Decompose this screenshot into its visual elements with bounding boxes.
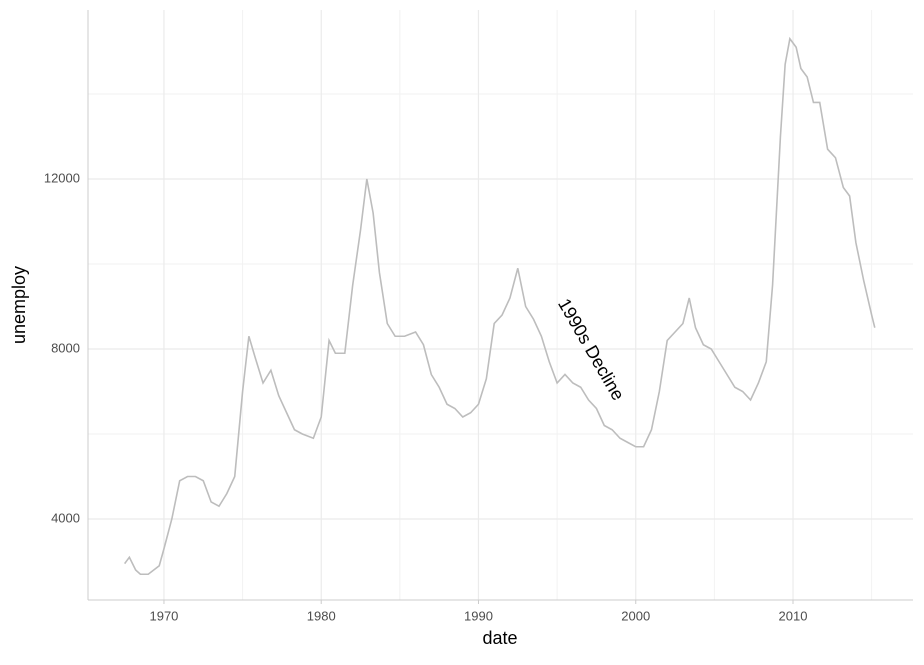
y-axis-label: unemploy [9,266,29,344]
x-axis-label: date [482,628,517,648]
x-tick-label: 1970 [149,608,178,623]
y-tick-label: 8000 [51,340,80,355]
x-tick-label: 2010 [779,608,808,623]
y-tick-label: 12000 [44,170,80,185]
x-tick-label: 1980 [307,608,336,623]
x-tick-label: 1990 [464,608,493,623]
line [123,36,876,576]
y-tick-label: 4000 [51,510,80,525]
x-tick-label: 2000 [621,608,650,623]
